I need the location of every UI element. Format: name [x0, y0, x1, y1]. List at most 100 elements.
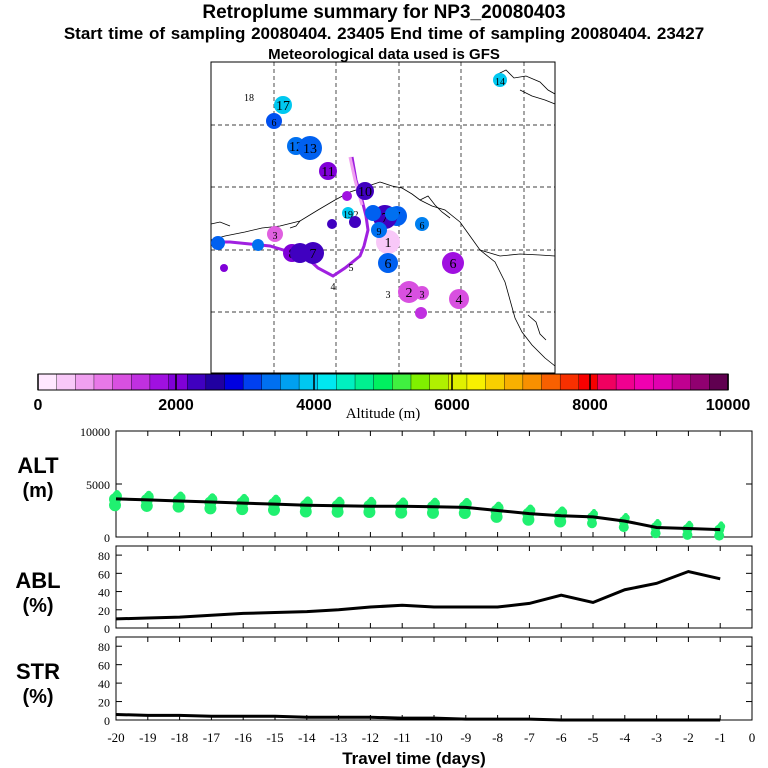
map-marker-dot — [266, 113, 282, 129]
colorbar-swatch — [373, 373, 394, 391]
map-marker-label: 10 — [358, 185, 372, 200]
map-marker: 4 — [449, 289, 469, 309]
panel-ylabel: ALT — [17, 453, 59, 478]
map-marker: 11 — [319, 162, 337, 180]
x-tick-label: -5 — [588, 730, 599, 745]
colorbar-swatch — [261, 373, 282, 391]
map-marker: 13 — [298, 136, 322, 160]
colorbar-swatch — [634, 373, 655, 391]
map-marker-label: 2 — [406, 286, 413, 301]
colorbar-swatch — [671, 373, 692, 391]
altitude-point — [241, 493, 248, 500]
map-marker-dot — [356, 182, 374, 200]
colorbar-swatch — [112, 373, 132, 391]
y-tick-label: 0 — [104, 531, 110, 545]
colorbar-swatch — [131, 373, 151, 391]
altitude-point — [463, 497, 470, 504]
altitude-point — [336, 496, 343, 503]
map-marker: 14 — [493, 73, 507, 88]
panel-ylabel-unit: (m) — [22, 480, 53, 502]
map-marker: 3 — [386, 290, 391, 301]
colorbar-swatch — [354, 373, 375, 391]
map-marker: 4 — [331, 282, 336, 293]
map-marker-label: 6 — [385, 257, 392, 272]
colorbar-swatch — [280, 373, 300, 391]
altitude-point — [368, 496, 375, 503]
colorbar-swatch — [615, 373, 636, 391]
altitude-point — [495, 501, 502, 508]
map-marker-label: 19 — [343, 210, 353, 221]
colorbar-swatch — [709, 373, 729, 391]
map-marker-label: 7 — [310, 247, 317, 262]
y-tick-label: 0 — [104, 714, 110, 728]
panel-abl: 0 20 40 60 80 ABL(%) — [15, 545, 753, 636]
map-marker-label: 5 — [349, 263, 354, 274]
map-marker: 19 — [342, 207, 354, 221]
map-marker: 6 — [415, 217, 429, 232]
map-marker-label: 3 — [386, 290, 391, 301]
x-tick-label: -17 — [203, 730, 221, 745]
map-marker-dot — [415, 286, 429, 300]
map-marker-label: 1 — [385, 236, 392, 251]
colorbar-tick-label: 2000 — [158, 397, 194, 414]
sampling-times: Start time of sampling 20080404. 23405 E… — [63, 24, 705, 43]
map-marker: 18 — [244, 93, 254, 104]
colorbar-swatch — [410, 373, 431, 391]
x-tick-label: -13 — [330, 730, 347, 745]
colorbar-swatch — [224, 373, 244, 391]
x-tick-label: -10 — [425, 730, 442, 745]
colorbar-swatch — [485, 373, 505, 391]
x-tick-label: -12 — [362, 730, 379, 745]
str-line — [115, 712, 721, 722]
map-marker: 6 — [266, 113, 282, 129]
map-marker-dot — [449, 289, 469, 309]
altitude-point — [655, 518, 660, 523]
map-marker-label: 7 — [382, 211, 389, 226]
map-marker: 17 — [274, 96, 292, 114]
panel-ylabel: ABL — [15, 568, 60, 593]
y-tick-label: 40 — [98, 586, 110, 600]
colorbar-swatch — [504, 373, 524, 391]
altitude-point — [304, 496, 311, 503]
colorbar-swatch — [205, 373, 226, 391]
panel-alt: 0 5000 10000 ALT(m) — [17, 425, 753, 545]
map-marker-label: 17 — [276, 99, 290, 114]
map-marker: 5 — [349, 263, 354, 274]
colorbar-swatch — [690, 373, 711, 391]
map-marker: 9 — [371, 222, 387, 238]
altitude-point — [623, 512, 628, 517]
colorbar-swatch — [541, 373, 561, 391]
map-marker: 6 — [442, 252, 464, 274]
panel-ylabel-unit: (%) — [22, 686, 53, 708]
x-axis-label: Travel time (days) — [342, 749, 486, 768]
map-marker-dot — [342, 207, 354, 219]
y-tick-label: 10000 — [80, 425, 110, 439]
map-marker-label: 14 — [495, 77, 505, 88]
map-grid — [211, 62, 555, 373]
colorbar-tick-label: 4000 — [296, 397, 332, 414]
altitude-point — [209, 493, 216, 500]
map-marker: 3 — [415, 286, 429, 301]
colorbar-swatch — [168, 373, 188, 391]
map-marker-label: 4 — [331, 282, 336, 293]
colorbar-swatch — [466, 373, 487, 391]
map-marker-dot — [319, 162, 337, 180]
panel-ylabel-unit: (%) — [22, 595, 53, 617]
map-marker: 10 — [356, 182, 374, 200]
colorbar-swatch — [317, 373, 338, 391]
colorbar-swatch — [186, 373, 207, 391]
colorbar-tick-label: 6000 — [434, 397, 470, 414]
altitude-point — [109, 493, 121, 506]
y-tick-label: 0 — [104, 622, 110, 636]
map-marker-dot — [290, 243, 310, 263]
map-marker-label: 3 — [420, 290, 425, 301]
map-marker-label: 4 — [456, 293, 463, 308]
map-marker: 2 — [398, 281, 420, 303]
chart-title: Retroplume summary for NP3_20080403 — [202, 2, 566, 23]
map-marker-dot — [274, 96, 292, 114]
map-marker-dot — [415, 217, 429, 231]
x-tick-label: 0 — [749, 730, 756, 745]
x-tick-label: -2 — [683, 730, 694, 745]
map-marker-label: 6 — [272, 118, 277, 129]
